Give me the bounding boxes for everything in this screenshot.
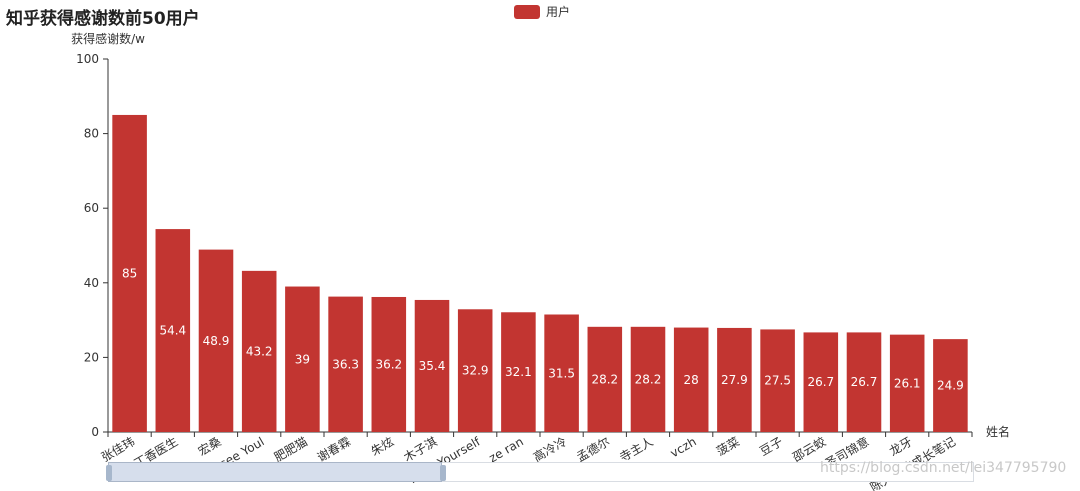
bar-value-label: 26.1	[894, 376, 921, 390]
bar	[501, 312, 536, 432]
bar-value-label: 85	[122, 266, 137, 280]
bar-value-label: 28.2	[591, 372, 618, 386]
bar-value-label: 36.3	[332, 357, 359, 371]
y-axis-label: 获得感谢数/w	[71, 31, 145, 46]
zoom-window[interactable]	[106, 462, 446, 482]
bar-value-label: 27.5	[764, 374, 791, 388]
bar	[846, 332, 882, 432]
bar	[198, 249, 234, 432]
zoom-handle-left[interactable]	[106, 465, 112, 481]
x-tick-label: 孟德尔	[574, 434, 613, 465]
bar-value-label: 27.9	[721, 373, 748, 387]
bar	[889, 334, 925, 432]
bar-value-label: 26.7	[851, 375, 878, 389]
data-zoom-slider[interactable]	[106, 462, 974, 482]
bar	[328, 296, 363, 432]
legend-swatch	[514, 4, 540, 19]
x-tick-label: 菠菜	[714, 434, 742, 458]
bar-value-label: 28.2	[635, 372, 662, 386]
bar	[544, 314, 579, 432]
bar	[717, 327, 752, 432]
bar-value-label: 28	[684, 373, 699, 387]
x-tick-label: 肥肥猫	[272, 434, 310, 464]
bar-value-label: 39	[295, 352, 310, 366]
bar	[241, 270, 277, 432]
chart-title: 知乎获得感谢数前50用户	[6, 9, 200, 29]
zoom-handle-right[interactable]	[440, 465, 446, 481]
bar	[414, 299, 450, 432]
bar-value-label: 32.1	[505, 365, 532, 379]
bar-value-label: 24.9	[937, 379, 964, 393]
y-tick-label: 60	[84, 201, 99, 215]
x-tick-label: 宏桑	[195, 434, 223, 459]
x-tick-label: 豆子	[757, 434, 785, 458]
y-tick-label: 0	[91, 425, 99, 439]
x-tick-label: 龙牙	[887, 434, 915, 458]
x-tick-label: ze ran	[487, 434, 526, 465]
bar	[587, 326, 623, 432]
bar-value-label: 26.7	[807, 375, 834, 389]
x-axis-label: 姓名	[986, 424, 1010, 439]
bar-value-label: 32.9	[462, 364, 489, 378]
bar-value-label: 43.2	[246, 344, 273, 358]
bar	[803, 332, 839, 432]
y-tick-label: 20	[84, 350, 99, 364]
bar-value-label: 31.5	[548, 366, 575, 380]
bar-value-label: 48.9	[203, 334, 230, 348]
y-tick-label: 40	[84, 276, 99, 290]
bar	[933, 339, 968, 432]
x-tick-label: 寺主人	[617, 434, 655, 464]
bar	[371, 296, 407, 432]
bar	[285, 286, 320, 432]
bar-value-label: 54.4	[159, 324, 186, 338]
x-tick-label: 朱炫	[368, 434, 396, 459]
bar	[112, 114, 147, 432]
y-tick-label: 80	[84, 127, 99, 141]
legend-label: 用户	[546, 5, 571, 19]
bar	[630, 326, 666, 432]
legend[interactable]: 用户	[514, 3, 570, 20]
bar	[673, 327, 709, 432]
y-tick-label: 100	[76, 52, 99, 66]
x-tick-label: 张佳玮	[99, 434, 137, 464]
watermark: https://blog.csdn.net/lei347795790	[820, 460, 1067, 476]
x-tick-label: 谢春霖	[314, 434, 353, 465]
bar	[155, 229, 191, 432]
bar-value-label: 36.2	[375, 357, 402, 371]
bar-value-label: 35.4	[419, 359, 446, 373]
bar	[457, 309, 493, 432]
x-tick-label: 高冷冷	[530, 434, 569, 465]
x-tick-label: vczh	[668, 434, 699, 460]
bar	[760, 329, 795, 432]
